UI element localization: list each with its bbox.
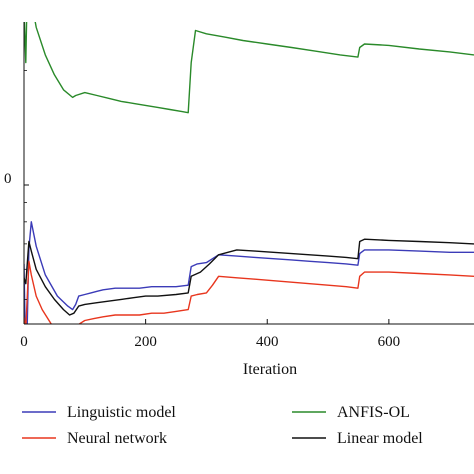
series-line-linguistic-model bbox=[24, 221, 474, 324]
ticks: 0 200 400 600 0 bbox=[4, 70, 401, 350]
series-line-neural-network bbox=[24, 260, 474, 324]
legend-label: ANFIS-OL bbox=[337, 404, 410, 421]
series-line-linear-model bbox=[24, 238, 474, 316]
x-tick-label: 200 bbox=[134, 334, 157, 350]
legend-item: Linear model bbox=[292, 430, 423, 447]
series-line-anfis-ol bbox=[24, 22, 474, 114]
plot-area bbox=[24, 22, 474, 324]
legend-item: Neural network bbox=[22, 430, 167, 447]
x-tick-label: 400 bbox=[256, 334, 279, 350]
legend-item: ANFIS-OL bbox=[292, 404, 410, 421]
x-tick-label: 600 bbox=[378, 334, 401, 350]
legend-label: Linguistic model bbox=[67, 404, 176, 421]
y-tick-label: 0 bbox=[4, 171, 12, 187]
x-tick-label: 0 bbox=[20, 334, 28, 350]
x-axis-label: Iteration bbox=[243, 361, 297, 378]
axes bbox=[23, 22, 474, 325]
legend-label: Neural network bbox=[67, 430, 167, 447]
legend: Linguistic model Neural network ANFIS-OL Li… bbox=[22, 404, 423, 447]
legend-label: Linear model bbox=[337, 430, 423, 447]
legend-item: Linguistic model bbox=[22, 404, 176, 421]
